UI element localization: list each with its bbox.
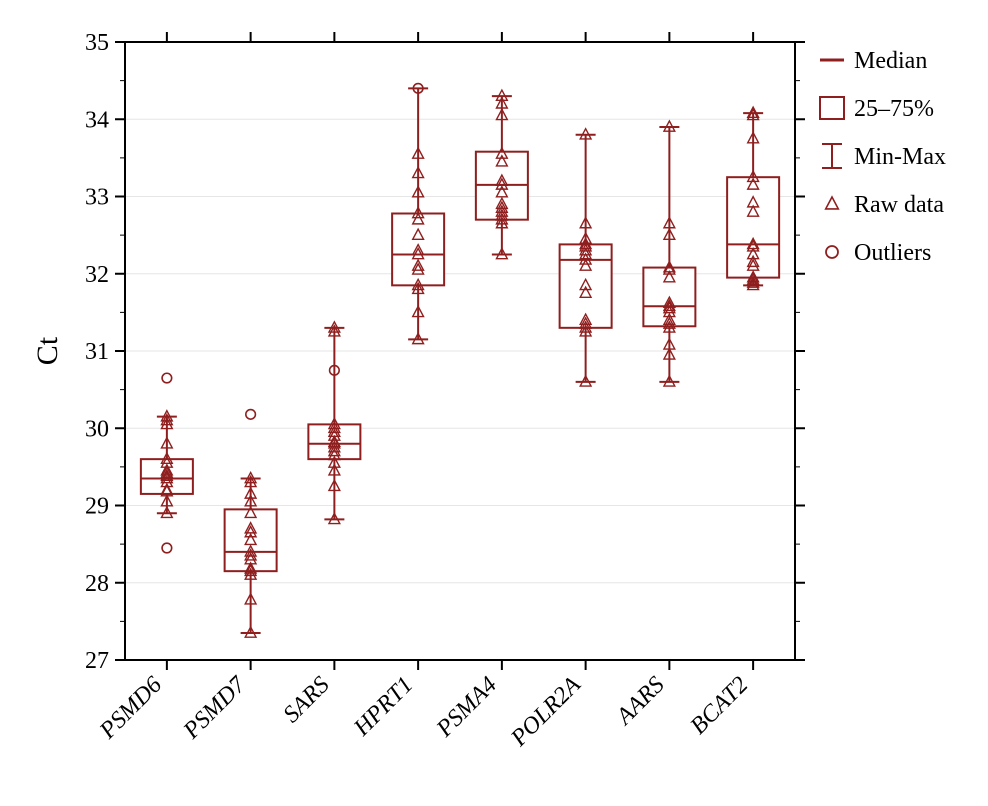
y-tick-label: 27 [85,648,109,674]
chart-svg: 272829303132333435CtPSMD6PSMD7SARSHPRT1P… [20,20,988,786]
legend-label: Min-Max [854,144,946,170]
legend-label: Median [854,48,927,74]
y-tick-label: 33 [85,185,109,211]
y-axis-label: Ct [31,336,64,365]
boxplot-chart: 272829303132333435CtPSMD6PSMD7SARSHPRT1P… [20,20,988,786]
y-tick-label: 32 [85,262,109,288]
box [727,177,779,277]
y-tick-label: 28 [85,571,109,597]
y-tick-label: 34 [85,107,109,133]
y-tick-label: 35 [85,30,109,56]
y-tick-label: 30 [85,416,109,442]
chart-bg [20,20,988,786]
legend-label: Raw data [854,192,944,218]
legend-label: Outliers [854,240,931,266]
y-tick-label: 29 [85,494,109,520]
y-tick-label: 31 [85,339,109,365]
legend-label: 25–75% [854,96,934,122]
